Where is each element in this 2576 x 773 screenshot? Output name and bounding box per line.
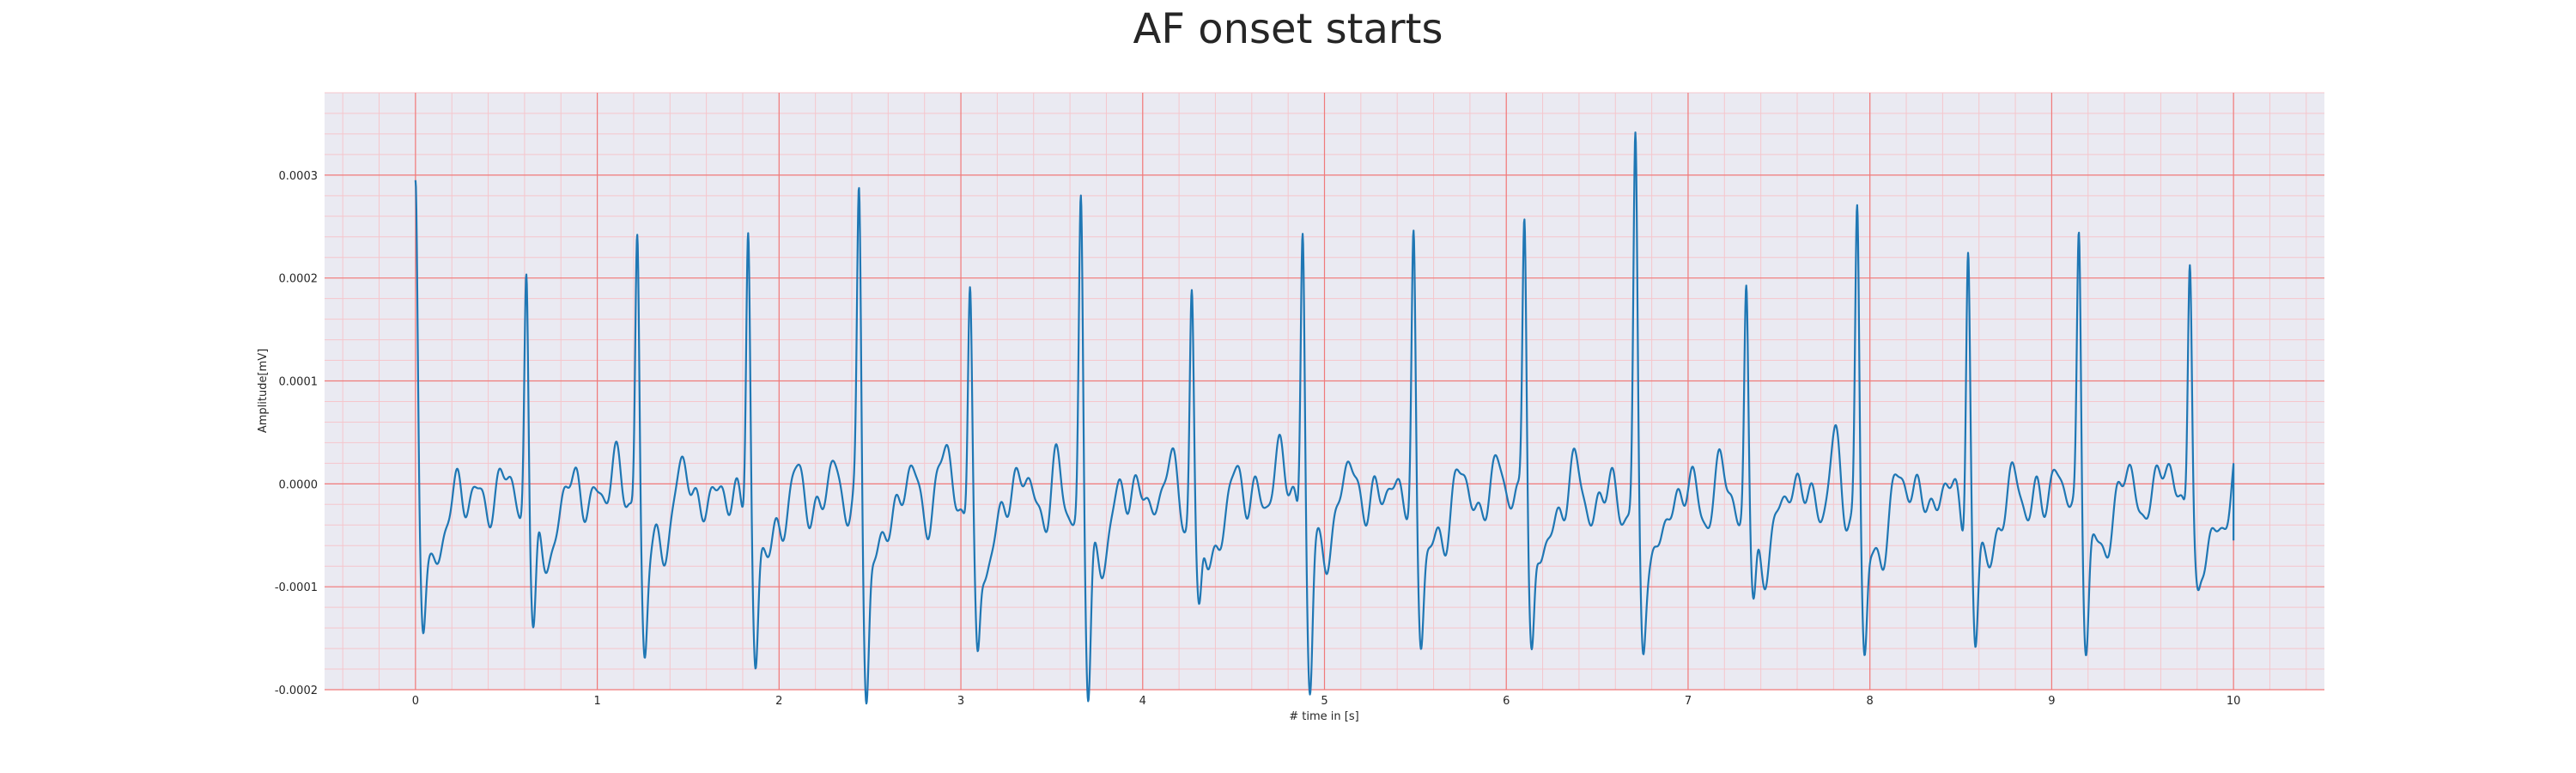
x-tick-label: 0 <box>412 695 419 708</box>
y-tick-label: 0.0002 <box>279 273 319 286</box>
y-tick-label: -0.0002 <box>275 685 318 697</box>
y-tick-label: 0.0001 <box>279 376 319 389</box>
x-tick-label: 4 <box>1139 695 1146 708</box>
x-tick-label: 3 <box>957 695 964 708</box>
y-tick-label: 0.0003 <box>279 170 319 183</box>
major-grid <box>325 93 2324 691</box>
x-tick-label: 1 <box>593 695 600 708</box>
y-tick-label: 0.0000 <box>279 478 319 491</box>
chart-title: AF onset starts <box>1133 5 1443 53</box>
x-tick-label: 2 <box>775 695 782 708</box>
y-axis-label: Amplitude[mV] <box>257 349 270 433</box>
x-axis-label: # time in [s] <box>1289 710 1358 723</box>
ecg-signal-line <box>414 131 2235 705</box>
x-tick-label: 6 <box>1503 695 1510 708</box>
x-tick-label: 8 <box>1867 695 1874 708</box>
x-tick-label: 5 <box>1321 695 1327 708</box>
y-tick-label: -0.0001 <box>275 581 318 594</box>
x-tick-label: 9 <box>2048 695 2055 708</box>
x-tick-label: 10 <box>2227 695 2241 708</box>
y-tick-labels: -0.0002 -0.0001 0.0000 0.0001 0.0002 0.0003 <box>275 170 318 697</box>
x-tick-label: 7 <box>1685 695 1692 708</box>
x-tick-labels: 0 1 2 3 4 5 6 7 8 9 10 <box>412 695 2241 708</box>
